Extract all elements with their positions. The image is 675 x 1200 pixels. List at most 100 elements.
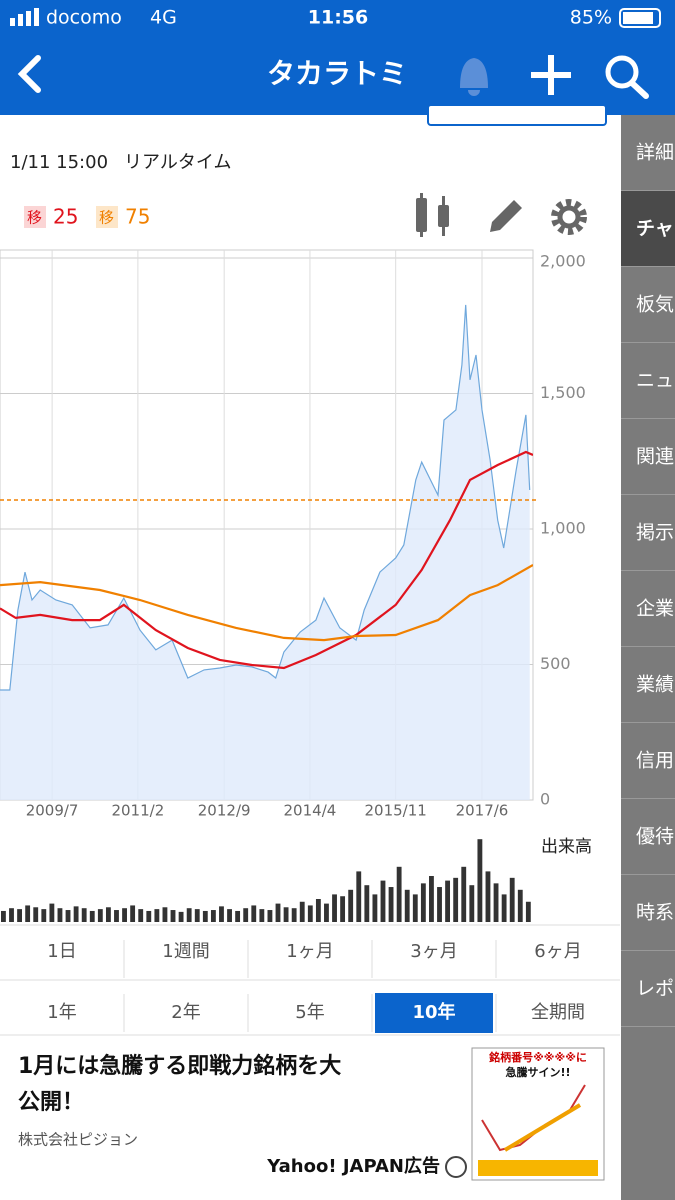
ad-info-icon[interactable] xyxy=(445,1156,467,1178)
volume-bar xyxy=(114,910,119,922)
bell-icon[interactable] xyxy=(460,58,488,96)
side-tab[interactable] xyxy=(621,495,675,570)
side-tab[interactable] xyxy=(621,419,675,494)
volume-bar xyxy=(178,911,184,922)
side-tab[interactable] xyxy=(621,267,675,342)
side-tab-label: 優待 xyxy=(636,826,674,848)
candle-icon[interactable] xyxy=(416,193,449,237)
search-handle xyxy=(629,80,649,99)
volume-bar xyxy=(356,871,362,922)
x-tick-label: 2015/11 xyxy=(365,802,427,820)
volume-bar xyxy=(9,908,14,922)
volume-bar xyxy=(332,894,337,922)
legend-badge-text: 移 xyxy=(27,209,42,227)
period-label: 1日 xyxy=(47,941,76,962)
period-label: 1ヶ月 xyxy=(286,941,333,962)
side-tab[interactable] xyxy=(621,951,675,1026)
period-button-active[interactable] xyxy=(375,993,493,1033)
carrier: docomo xyxy=(46,7,122,29)
side-tab[interactable] xyxy=(621,191,675,266)
timestamp: 1/11 15:00 xyxy=(10,152,108,173)
volume-bar xyxy=(380,880,386,922)
back-button[interactable] xyxy=(17,55,41,93)
side-tab[interactable] xyxy=(621,723,675,798)
volume-bar xyxy=(81,908,87,922)
volume-bar xyxy=(429,876,434,922)
ad-title[interactable]: 1月には急騰する即戦力銘柄を大公開！ xyxy=(18,1053,341,1115)
volume-bar xyxy=(186,908,192,922)
side-tab[interactable] xyxy=(621,799,675,874)
volume-bar xyxy=(493,883,499,922)
period-label: 6ヶ月 xyxy=(534,941,581,962)
volume-bar xyxy=(17,909,22,922)
volume-bar xyxy=(73,906,79,922)
y-tick-label: 2,000 xyxy=(540,252,586,271)
y-tick-label: 500 xyxy=(540,654,571,673)
search-icon[interactable] xyxy=(605,55,639,89)
volume-bar xyxy=(412,894,418,922)
x-tick-label: 2011/2 xyxy=(111,802,164,820)
battery-icon xyxy=(619,8,661,28)
volume-bar xyxy=(340,896,346,922)
volume-bar xyxy=(267,910,273,922)
volume-bar xyxy=(97,909,103,922)
side-tab[interactable] xyxy=(621,571,675,646)
side-tab[interactable] xyxy=(621,647,675,722)
side-tab[interactable] xyxy=(621,343,675,418)
volume-bar xyxy=(49,903,55,922)
side-tab-label: 詳細 xyxy=(636,142,674,164)
volume-bar xyxy=(170,910,176,922)
volume-bar xyxy=(210,910,216,922)
volume-bar xyxy=(259,909,265,922)
side-tab-label: レポ xyxy=(636,978,674,1000)
pencil-icon[interactable] xyxy=(490,200,522,232)
x-tick-label: 2014/4 xyxy=(284,802,337,820)
y-tick-label: 0 xyxy=(540,790,550,809)
moving-average-line xyxy=(0,564,533,642)
volume-bar xyxy=(146,910,152,922)
period-label: 2年 xyxy=(171,1002,200,1023)
side-tab-label: 業績 xyxy=(636,674,674,696)
period-label: 1週間 xyxy=(162,941,209,962)
gear-icon[interactable] xyxy=(551,199,587,235)
volume-bar xyxy=(25,905,31,922)
side-tab[interactable] xyxy=(621,875,675,950)
volume-bar xyxy=(202,910,208,922)
period-label: 1年 xyxy=(47,1002,76,1023)
ad-sponsor: 株式会社ピジョン xyxy=(18,1131,138,1149)
volume-bar xyxy=(251,905,257,922)
volume-bar xyxy=(461,866,467,922)
volume-bar xyxy=(485,871,491,922)
volume-bar xyxy=(291,908,297,922)
volume-bar xyxy=(517,889,523,922)
battery-text: 85% xyxy=(570,7,612,29)
signal xyxy=(10,8,39,26)
volume-bar xyxy=(324,903,329,922)
period-label: 10年 xyxy=(412,1001,455,1023)
partial-button[interactable] xyxy=(427,104,607,126)
header xyxy=(0,0,675,115)
price-area xyxy=(0,304,530,800)
add-button[interactable] xyxy=(531,55,571,95)
period-label: 3ヶ月 xyxy=(410,941,457,962)
volume-bar xyxy=(396,866,402,922)
volume-bar xyxy=(1,910,6,922)
volume-bar xyxy=(404,889,410,922)
side-tab[interactable] xyxy=(621,115,675,190)
side-tab-label: 掲示 xyxy=(636,522,674,544)
ad-image-text: 銘柄番号※※※※に xyxy=(489,1050,587,1064)
ad-image[interactable] xyxy=(471,1047,605,1181)
volume-bar xyxy=(130,905,136,922)
legend-label: 25 xyxy=(53,205,78,229)
nav-title: タカラトミ xyxy=(267,57,407,90)
y-tick-label: 1,000 xyxy=(540,519,586,538)
volume-bar xyxy=(388,887,394,922)
realtime: リアルタイム xyxy=(124,152,231,173)
volume-bar xyxy=(372,894,378,922)
volume-bar xyxy=(33,907,39,922)
x-tick-label: 2009/7 xyxy=(26,802,79,820)
volume-bar xyxy=(307,905,313,922)
